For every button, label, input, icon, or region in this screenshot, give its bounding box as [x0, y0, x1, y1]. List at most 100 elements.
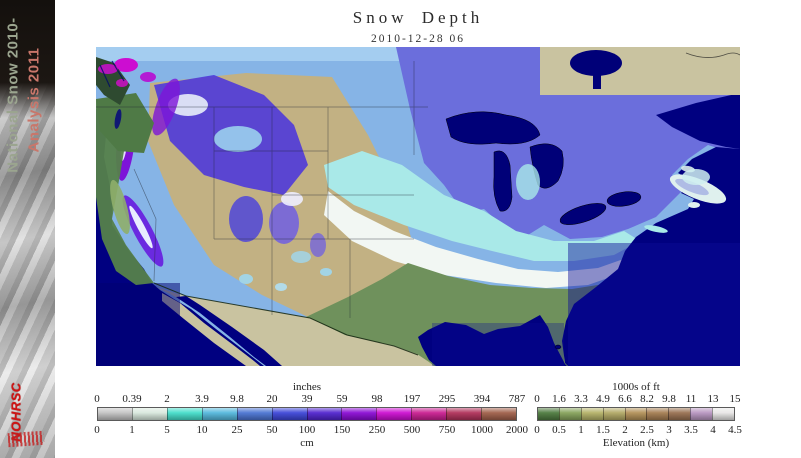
sidebar-dark-header [0, 0, 55, 118]
tick-label: 8.2 [640, 393, 654, 405]
lake-okeechobee [554, 344, 562, 350]
sidebar-title-line2: Analysis 2011 [25, 47, 43, 153]
colorbar-segment [376, 408, 412, 420]
colorbar-segment [201, 408, 237, 420]
tick-label: 15 [729, 393, 741, 405]
terrain-region-central-valley [110, 179, 130, 235]
colorbar-segment [446, 408, 482, 420]
colorbar-segment [411, 408, 447, 420]
tick-label: 750 [438, 424, 456, 436]
snow-region-maine-coast [682, 169, 710, 185]
tick-label: 0.39 [122, 393, 142, 405]
tick-label: 0.5 [552, 424, 566, 436]
colorbar-segment [624, 408, 647, 420]
us-mexico-border [153, 282, 419, 356]
tick-label: 1 [578, 424, 584, 436]
snow-region-pale-cyan-band [324, 151, 640, 261]
tick-label: 39 [301, 393, 313, 405]
colorbar-segment [166, 408, 202, 420]
nova-scotia [644, 165, 727, 233]
elevation-legend-ticks-km: 0 0.5 1 1.5 2 2.5 3 3.5 4 4.5 [534, 424, 742, 436]
colorbar-segment [131, 408, 167, 420]
tick-label: 5 [164, 424, 170, 436]
snow-legend-unit-cm: cm [300, 437, 314, 449]
tick-label: 1000 [471, 424, 493, 436]
map-canvas [96, 47, 740, 366]
snow-legend-unit-inches: inches [292, 381, 322, 393]
map-datetime: 2010-12-28 06 [370, 33, 466, 45]
snow-depth-map[interactable] [96, 47, 740, 366]
tick-label: 59 [336, 393, 348, 405]
tick-label: 50 [266, 424, 278, 436]
elevation-legend-unit-km: Elevation (km) [602, 437, 670, 449]
snow-region-bc-magenta [114, 58, 138, 72]
page-title: Snow Depth [352, 8, 484, 27]
colorbar-segment [236, 408, 272, 420]
tick-label: 0 [534, 424, 540, 436]
tick-label: 0 [94, 424, 100, 436]
tick-label: 1.5 [596, 424, 610, 436]
elevation-legend-ticks-ft: 0 1.6 3.3 4.9 6.6 8.2 9.8 11 13 15 [534, 393, 740, 405]
elevation-colorbar [537, 407, 735, 421]
colorbar-segment [690, 408, 713, 420]
tick-label: 1.6 [552, 393, 566, 405]
colorbar-segment [602, 408, 625, 420]
colorbar-segment [481, 408, 517, 420]
lake-michigan [493, 150, 513, 212]
terrain-region-pacific-northwest [96, 93, 154, 153]
tick-label: 100 [298, 424, 316, 436]
snow-region-utah [229, 196, 263, 242]
snow-region-colorado [269, 202, 299, 244]
header: Snow Depth 2010-12-28 06 [96, 0, 740, 45]
tick-label: 2000 [506, 424, 528, 436]
lake-nipigon [570, 50, 622, 76]
elevation-legend-unit-ft: 1000s of ft [612, 381, 660, 393]
snow-depth-colorbar [97, 407, 517, 421]
tick-label: 9.8 [662, 393, 676, 405]
tick-label: 20 [266, 393, 278, 405]
colorbar-segment [712, 408, 735, 420]
nohrsc-logo-smallprint [7, 430, 45, 448]
tick-label: 2.5 [640, 424, 654, 436]
tick-label: 98 [371, 393, 383, 405]
tick-label: 295 [438, 393, 456, 405]
tick-label: 3.5 [684, 424, 698, 436]
sidebar: National Snow 2010- Analysis 2011 NOHRSC [0, 0, 55, 458]
snow-legend-ticks-inches: 0 0.39 2 3.9 9.8 20 39 59 98 197 295 394 787 [94, 393, 525, 405]
tick-label: 150 [333, 424, 351, 436]
gulf-of-mexico [418, 315, 567, 366]
colorbar-segment [580, 408, 603, 420]
atlantic-ocean [562, 147, 740, 366]
tick-label: 1 [129, 424, 135, 436]
tick-label: 11 [685, 393, 697, 405]
state-boundaries [96, 61, 428, 318]
tick-label: 394 [473, 393, 491, 405]
nodata-region-mexico [156, 287, 434, 366]
tick-label: 13 [707, 393, 719, 405]
gulf-of-california [176, 296, 282, 366]
tick-label: 0 [534, 393, 540, 405]
tick-label: 4.5 [728, 424, 742, 436]
colorbar-segment [646, 408, 669, 420]
sidebar-title-line1: National Snow 2010- [4, 17, 22, 173]
tick-label: 3.3 [574, 393, 588, 405]
snow-legend-ticks-cm: 0 1 5 10 25 50 100 150 250 500 750 1000 2000 [94, 424, 528, 436]
tick-label: 25 [231, 424, 243, 436]
tick-label: 500 [403, 424, 421, 436]
colorbar-segment [558, 408, 581, 420]
pacific-coast-terrain [96, 57, 154, 285]
ocean-tiles [96, 243, 740, 366]
puget-sound [114, 109, 122, 129]
tick-label: 4.9 [596, 393, 610, 405]
nodata-region-baja [162, 293, 260, 366]
lake-erie [559, 203, 607, 225]
colorbar-segment [306, 408, 342, 420]
snow-region-lower-michigan [516, 164, 540, 200]
colorbar-segment [538, 408, 559, 420]
tick-label: 2 [622, 424, 628, 436]
tick-label: 4 [710, 424, 716, 436]
snow-region-white-fringe [324, 191, 672, 288]
colorbar-segment [98, 408, 132, 420]
tick-label: 3.9 [195, 393, 209, 405]
